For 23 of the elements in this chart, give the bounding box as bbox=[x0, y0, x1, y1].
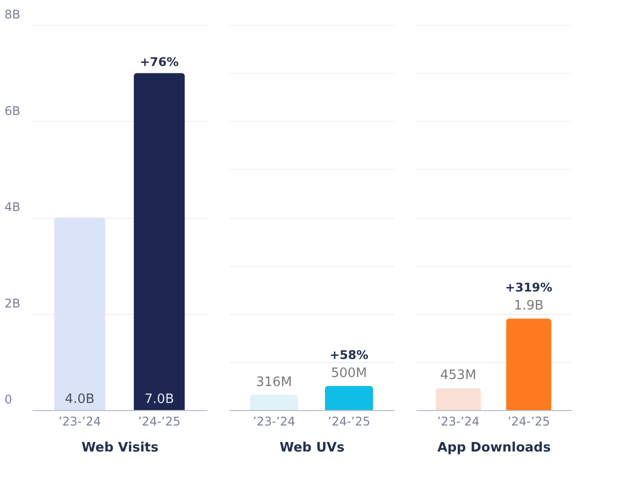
x-tick-label: ’23-’24 bbox=[437, 414, 480, 428]
x-tick-label: ’24-’25 bbox=[328, 414, 370, 428]
y-tick-label: 2B bbox=[4, 296, 20, 310]
data-label: 316M bbox=[256, 374, 292, 390]
y-tick-label: 6B bbox=[4, 104, 20, 118]
annotation: +76% bbox=[140, 55, 179, 70]
x-axis-title: Web Visits bbox=[82, 440, 159, 456]
data-label: 1.9B bbox=[514, 298, 544, 314]
data-label: 4.0B bbox=[64, 392, 95, 407]
x-tick-label: ’24-’25 bbox=[507, 414, 550, 428]
data-label: 453M bbox=[440, 368, 476, 384]
x-tick-label: ’23-’24 bbox=[58, 414, 101, 428]
y-tick-label: 8B bbox=[4, 8, 20, 22]
y-tick-label: 0 bbox=[4, 392, 12, 406]
data-label: 7.0B bbox=[144, 392, 174, 407]
x-tick-label: ’24-’25 bbox=[138, 414, 181, 428]
annotation: +319% bbox=[505, 280, 552, 295]
annotation: +58% bbox=[330, 348, 368, 362]
x-tick-label: ’23-’24 bbox=[252, 414, 296, 428]
x-axis-title: Web UVs bbox=[280, 440, 345, 456]
y-tick-label: 4B bbox=[4, 200, 20, 214]
x-axis-title: App Downloads bbox=[437, 440, 551, 456]
data-label: 500M bbox=[330, 366, 368, 381]
